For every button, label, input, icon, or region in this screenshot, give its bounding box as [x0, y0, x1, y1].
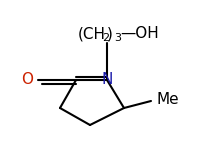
- Text: 2: 2: [102, 33, 109, 43]
- Text: —OH: —OH: [120, 26, 159, 41]
- Text: Me: Me: [156, 92, 179, 107]
- Text: (CH: (CH: [78, 26, 106, 41]
- Text: N: N: [101, 72, 113, 87]
- Text: ): ): [107, 26, 113, 41]
- Text: 3: 3: [114, 33, 121, 43]
- Text: O: O: [21, 72, 33, 87]
